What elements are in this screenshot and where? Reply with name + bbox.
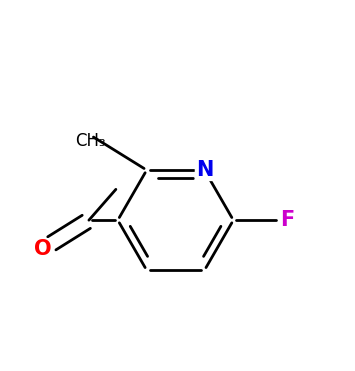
Text: O: O xyxy=(34,239,51,259)
Text: N: N xyxy=(196,160,213,180)
Text: CH₃: CH₃ xyxy=(76,132,106,150)
Text: F: F xyxy=(280,210,294,230)
